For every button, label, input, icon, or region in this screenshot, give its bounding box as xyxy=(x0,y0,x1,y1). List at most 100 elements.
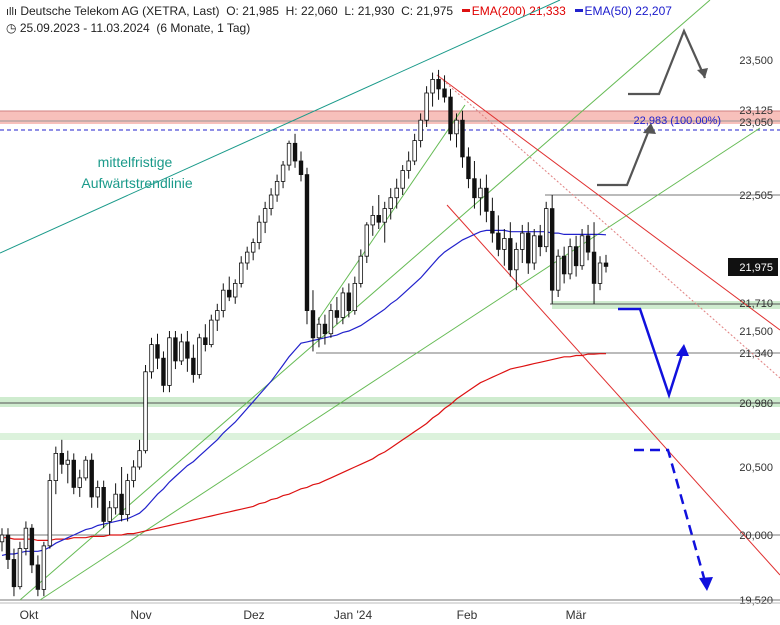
candle-body xyxy=(89,459,94,498)
ema50-line xyxy=(1,229,607,556)
ema50-value: 22,207 xyxy=(635,4,672,18)
x-label-okt: Okt xyxy=(20,608,39,622)
ema50-label[interactable]: EMA(50) xyxy=(584,4,632,18)
candle-body xyxy=(478,187,483,199)
candle-body xyxy=(83,459,88,479)
candle-body xyxy=(197,337,202,375)
ema200-label[interactable]: EMA(200) xyxy=(471,4,526,18)
candle-body xyxy=(268,194,274,210)
scenario-arrow-up-1 xyxy=(628,28,707,96)
candle-body xyxy=(262,208,268,223)
candle-body xyxy=(185,341,190,359)
candle-body xyxy=(543,208,549,248)
x-label-jan: Jan '24 xyxy=(334,608,373,622)
x-label-feb: Feb xyxy=(457,608,478,622)
candle-body xyxy=(555,255,561,291)
candle-body xyxy=(101,486,106,522)
candle-body xyxy=(538,235,543,248)
trendline-green-steep xyxy=(19,0,711,601)
candle-body xyxy=(573,246,579,267)
candle-body xyxy=(585,235,591,253)
low-label: L: xyxy=(344,4,355,18)
y-label-23500: 23,500 xyxy=(739,55,773,67)
candle-body xyxy=(603,262,609,267)
chart-type-icon[interactable]: ıllı xyxy=(6,6,17,18)
scenario-arrow-blue-solid xyxy=(618,307,686,400)
candle-body xyxy=(155,344,160,359)
candle-body xyxy=(532,235,537,264)
candle-body xyxy=(125,480,130,516)
trendline-green-short xyxy=(317,104,466,321)
last-price-box xyxy=(728,258,778,276)
open-value: 21,985 xyxy=(242,4,279,18)
candle-body xyxy=(412,140,417,162)
candle-body xyxy=(256,221,262,243)
candle-body xyxy=(17,548,23,588)
channel-mid xyxy=(436,74,780,379)
candle-body xyxy=(119,493,124,516)
candle-body xyxy=(466,156,471,180)
candle-body xyxy=(322,323,328,335)
candle-body xyxy=(346,292,352,312)
candle-body xyxy=(328,310,334,335)
candle-body xyxy=(496,232,501,250)
y-label-23050: 23,050 xyxy=(739,117,773,129)
candle-body xyxy=(442,88,447,98)
candle-body xyxy=(149,344,154,373)
y-label-20000: 20,000 xyxy=(739,530,773,542)
candle-body xyxy=(490,210,495,234)
y-label-22505: 22,505 xyxy=(739,190,773,202)
candle-body xyxy=(250,242,256,253)
candle-body xyxy=(227,289,232,298)
candle-body xyxy=(53,452,59,481)
candle-body xyxy=(352,282,358,311)
candle-body xyxy=(221,289,226,312)
instrument-title: Deutsche Telekom AG (XETRA, Last) xyxy=(20,4,220,18)
candle-body xyxy=(400,170,405,189)
y-label-20500: 20,500 xyxy=(739,462,773,474)
x-label-maer: Mär xyxy=(566,608,587,622)
candle-body xyxy=(35,564,41,590)
channel-upper xyxy=(436,74,780,331)
candle-body xyxy=(286,142,292,166)
range-detail: (6 Monate, 1 Tag) xyxy=(156,21,251,35)
candle-body xyxy=(460,119,465,158)
arrow-head-blue-1 xyxy=(676,344,689,356)
candle-body xyxy=(244,251,250,264)
candle-body xyxy=(23,527,29,550)
candle-body xyxy=(454,119,459,135)
ema200-swatch xyxy=(461,9,470,13)
fib-label: 22,983 (100.00%) xyxy=(634,115,721,127)
high-label: H: xyxy=(285,4,298,18)
date-range: 25.09.2023 - 11.03.2024 xyxy=(19,21,150,35)
candle-body xyxy=(29,527,35,566)
scenario-arrow-blue-dashed xyxy=(634,448,708,586)
candle-body xyxy=(430,79,435,94)
candle-body xyxy=(567,246,573,275)
x-label-nov: Nov xyxy=(130,608,151,622)
candle-body xyxy=(436,79,441,90)
candle-body xyxy=(233,282,238,298)
annotation-line-1: mittelfristige xyxy=(98,154,173,170)
candle-body xyxy=(334,310,340,318)
candle-body xyxy=(406,160,411,171)
candle-body xyxy=(579,235,585,267)
channel-lower xyxy=(446,204,780,576)
candle-body xyxy=(280,164,286,182)
candle-body xyxy=(47,480,53,547)
ema200-line xyxy=(2,353,606,542)
y-label-19520: 19,520 xyxy=(739,595,773,607)
candle-body xyxy=(173,337,178,362)
candle-body xyxy=(131,466,136,482)
y-label-21710: 21,710 xyxy=(739,298,773,310)
candle-body xyxy=(591,251,597,284)
candle-body xyxy=(502,238,507,250)
annotation-line-2: Aufwärtstrendlinie xyxy=(81,175,192,191)
candle-body xyxy=(113,493,118,509)
y-label-23125: 23,125 xyxy=(739,105,773,117)
candle-body xyxy=(77,477,82,488)
support-zone-20980 xyxy=(0,397,780,407)
arrow-head-grey-2 xyxy=(643,123,656,134)
candle-body xyxy=(292,142,298,162)
